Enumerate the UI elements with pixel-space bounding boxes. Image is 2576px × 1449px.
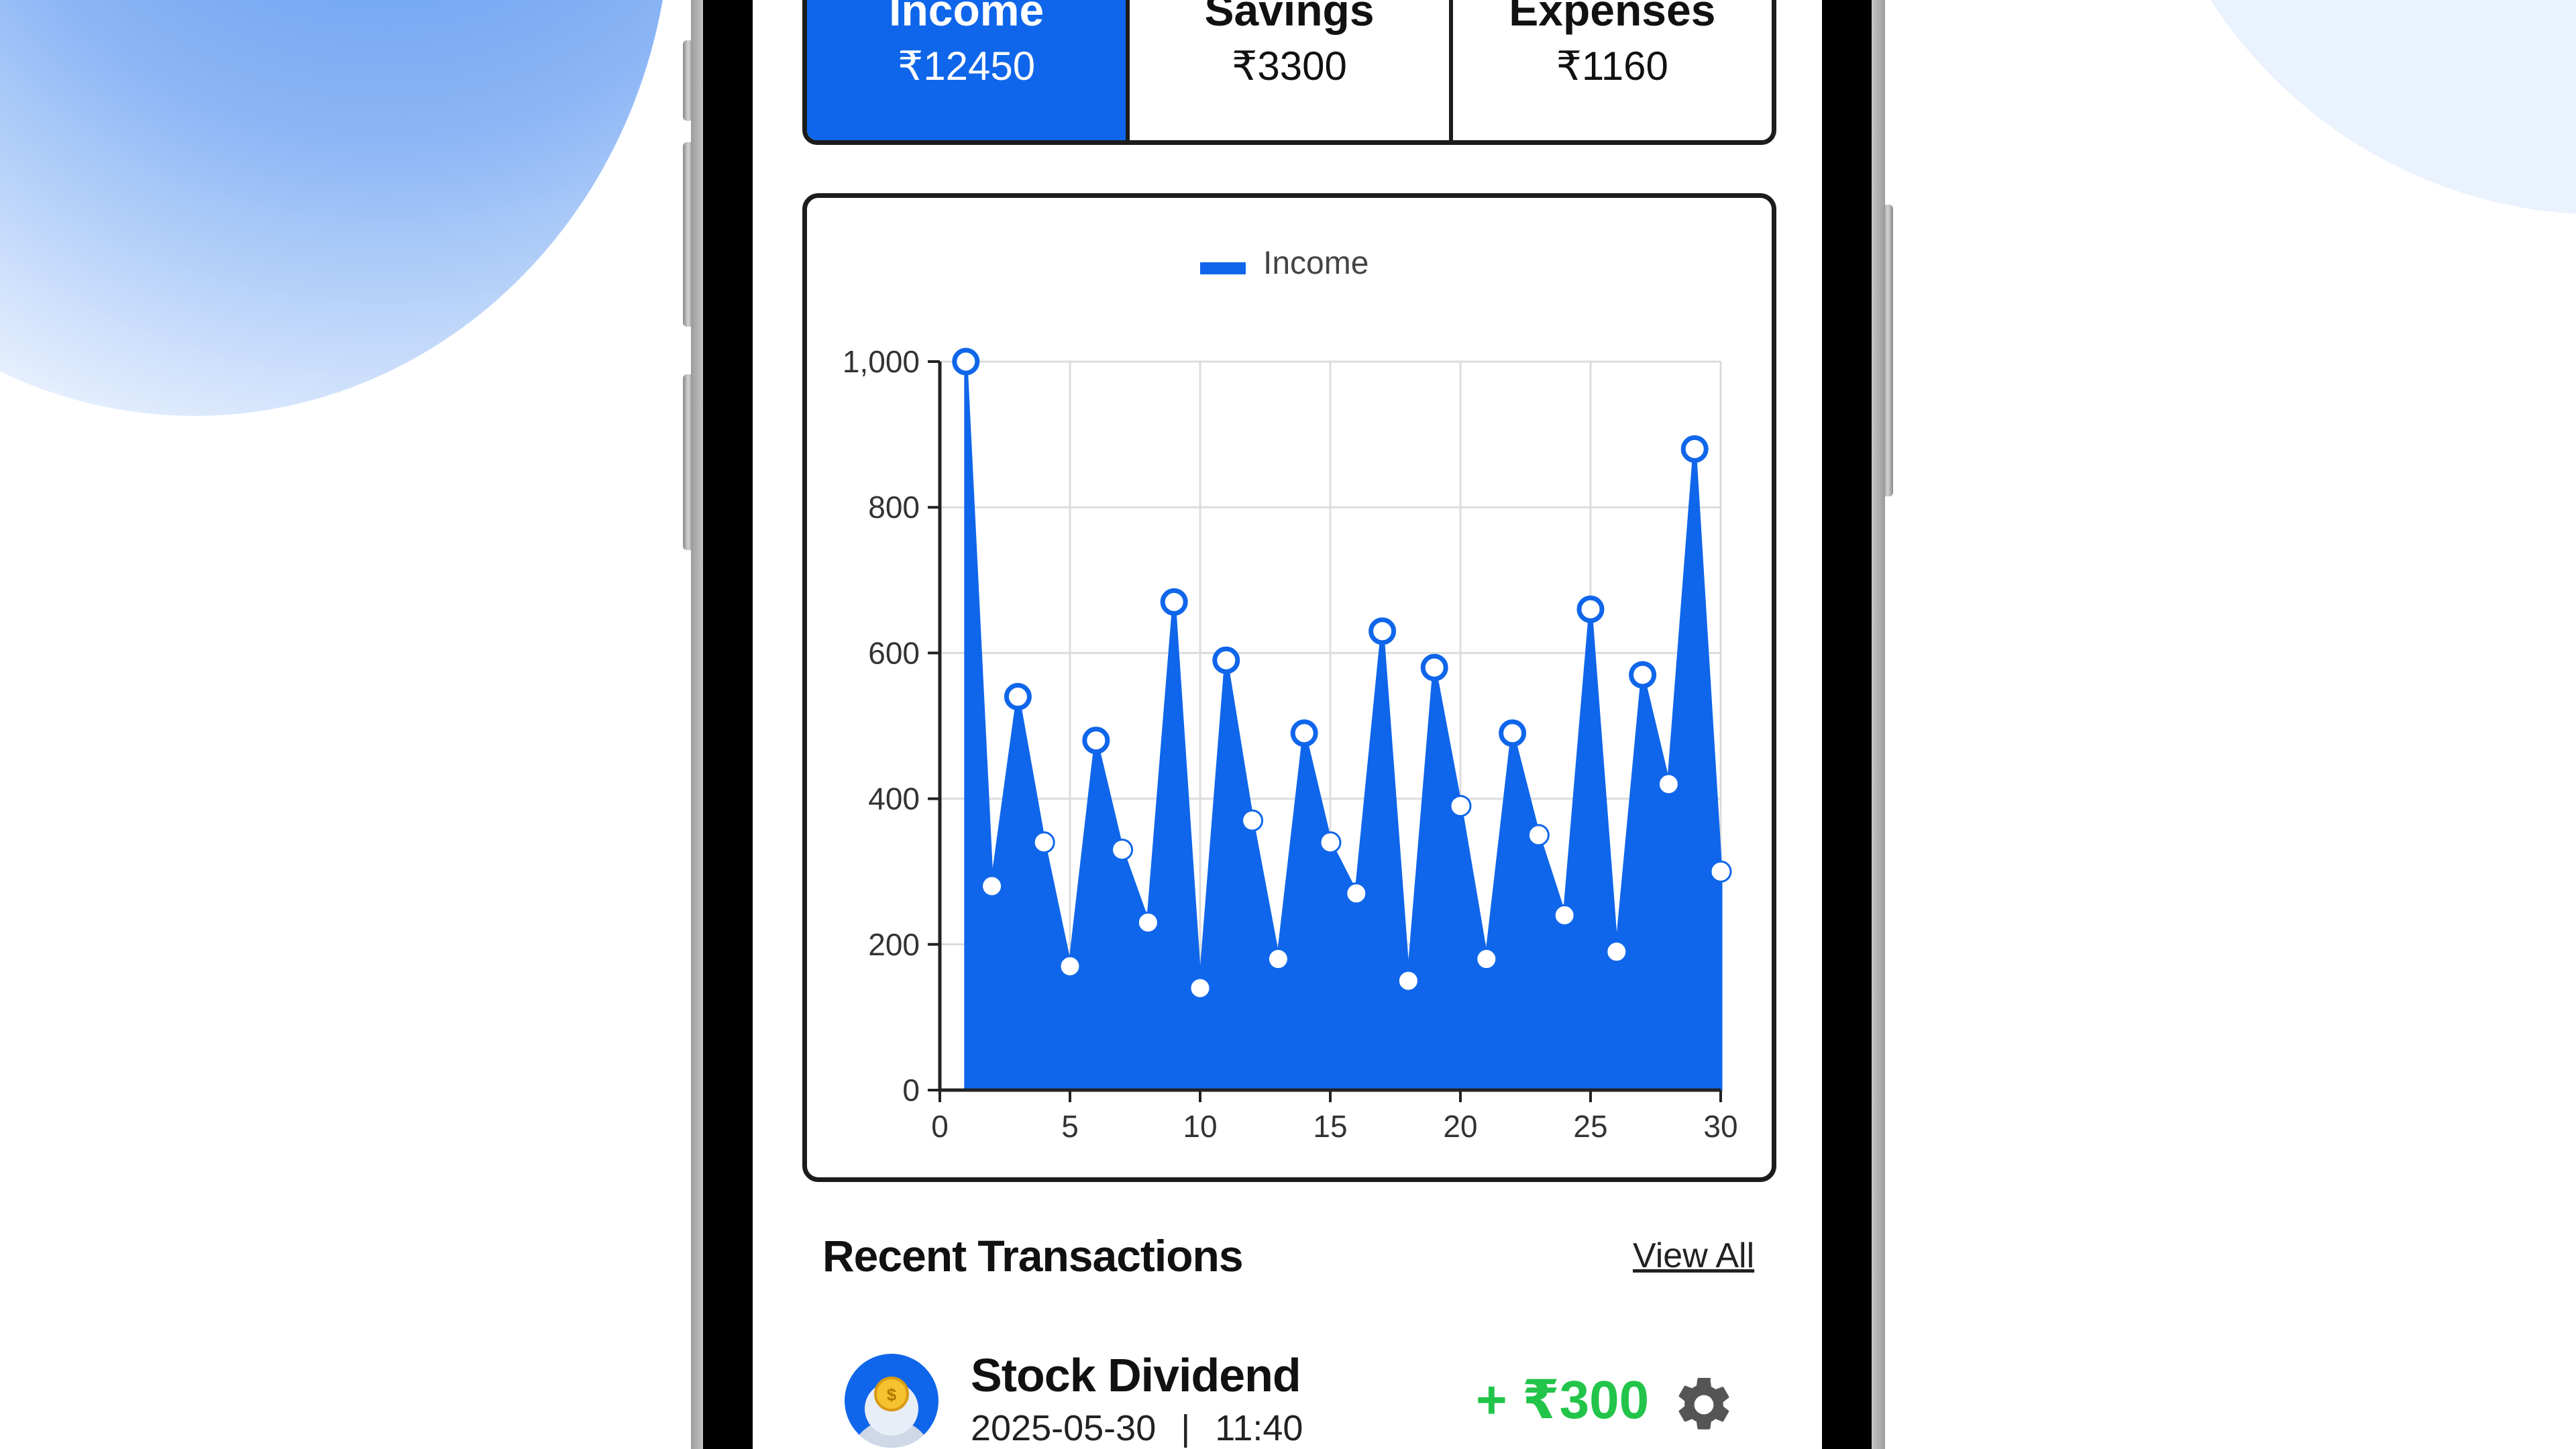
chart-axes: 0 200 400 600 800 1,000 0 5 10 15 20 25 30: [843, 344, 1738, 1144]
y-tick-label: 800: [868, 490, 920, 525]
income-chart-card: Income 0 200 400 600 800 1,000 0 5 10 15 20 25 30: [802, 193, 1776, 1182]
expenses-card[interactable]: Expenses ₹1160: [1448, 0, 1772, 140]
x-tick-label: 5: [1061, 1109, 1079, 1144]
chart-legend[interactable]: Income: [1200, 246, 1368, 281]
transaction-date: 2025-05-30: [971, 1408, 1157, 1448]
x-tick-label: 20: [1443, 1109, 1477, 1144]
transaction-amount: + ₹300: [1476, 1370, 1650, 1430]
x-tick-label: 0: [931, 1109, 949, 1144]
legend-swatch-income: [1200, 262, 1246, 274]
gear-icon[interactable]: [1672, 1373, 1736, 1437]
savings-amount: ₹3300: [1232, 44, 1347, 89]
data-point: [1111, 839, 1134, 861]
x-tick-label: 10: [1183, 1109, 1217, 1144]
data-point: [1319, 831, 1342, 854]
view-all-link[interactable]: View All: [1633, 1236, 1755, 1275]
summary-cards: Income ₹12450 Savings ₹3300 Expenses ₹11…: [802, 0, 1776, 145]
income-chart: Income 0 200 400 600 800 1,000 0 5 10 15 20 25 30: [843, 246, 1738, 1144]
coin-person-icon: $: [845, 1354, 938, 1448]
data-point-peak: [1629, 661, 1657, 689]
transaction-row[interactable]: $ Stock Dividend 2025-05-30 | 11:40 + ₹3…: [753, 1342, 1822, 1449]
data-point: [1527, 824, 1550, 847]
y-tick-label: 1,000: [843, 344, 920, 379]
income-area: [964, 360, 1723, 1092]
data-point-peak: [1420, 653, 1448, 682]
data-point-peak: [1290, 719, 1318, 747]
expenses-amount: ₹1160: [1556, 44, 1668, 89]
data-point-peak: [1082, 727, 1110, 755]
income-amount: ₹12450: [898, 44, 1036, 89]
svg-text:$: $: [887, 1385, 897, 1405]
data-point: [1449, 794, 1472, 817]
data-point-peak: [1160, 588, 1188, 616]
x-tick-label: 15: [1313, 1109, 1347, 1144]
data-point: [1475, 948, 1498, 971]
data-point-peak: [1212, 646, 1240, 674]
background-blob-left: [0, 0, 671, 416]
transaction-meta: 2025-05-30 | 11:40: [971, 1407, 1303, 1449]
x-tick-label: 25: [1573, 1109, 1607, 1144]
phone-button-power: [1882, 205, 1893, 496]
app-screen: Income ₹12450 Savings ₹3300 Expenses ₹11…: [753, 0, 1822, 1449]
data-point: [1657, 773, 1680, 796]
data-point: [981, 875, 1004, 898]
recent-transactions-title: Recent Transactions: [822, 1231, 1244, 1281]
data-point-peak: [1004, 683, 1032, 711]
x-tick-label: 30: [1703, 1109, 1737, 1144]
data-point-peak: [1368, 617, 1397, 645]
data-point: [1189, 977, 1212, 1000]
data-point: [1345, 882, 1368, 905]
income-label: Income: [889, 0, 1044, 35]
data-point: [1136, 911, 1159, 934]
data-point: [1397, 969, 1419, 992]
data-point: [1267, 948, 1289, 971]
transaction-separator: |: [1181, 1408, 1191, 1448]
expenses-label: Expenses: [1509, 0, 1716, 35]
chart-area-layer: [964, 360, 1723, 1092]
transaction-name: Stock Dividend: [971, 1349, 1301, 1401]
y-tick-label: 600: [868, 635, 920, 670]
legend-label-income: Income: [1263, 246, 1368, 281]
transaction-time: 11:40: [1215, 1408, 1303, 1448]
data-point-peak: [1680, 435, 1709, 463]
y-tick-label: 200: [868, 927, 920, 962]
data-point: [1553, 904, 1576, 926]
y-tick-label: 400: [868, 782, 920, 816]
data-point: [1241, 809, 1264, 832]
income-card[interactable]: Income ₹12450: [807, 0, 1126, 140]
data-point-peak: [1499, 719, 1527, 747]
data-point-peak: [1576, 595, 1605, 623]
data-point: [1032, 831, 1055, 854]
chart-points: [952, 347, 1732, 1000]
y-tick-label: 0: [902, 1073, 920, 1108]
background-blob-right: [2133, 0, 2576, 215]
data-point: [1059, 955, 1081, 977]
data-point: [1605, 941, 1628, 963]
savings-label: Savings: [1204, 0, 1375, 35]
data-point-peak: [952, 347, 980, 376]
data-point: [1709, 860, 1732, 883]
savings-card[interactable]: Savings ₹3300: [1126, 0, 1448, 140]
